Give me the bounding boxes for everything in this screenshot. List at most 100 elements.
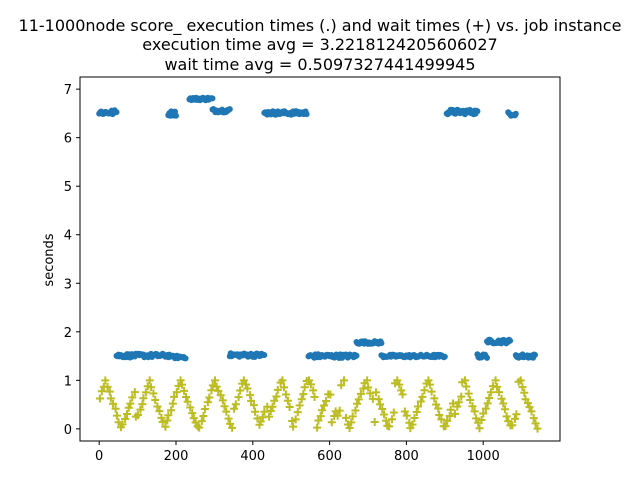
- wait-time-point: [313, 423, 322, 432]
- wait-time-point: [195, 423, 204, 432]
- wait-time-point: [176, 376, 185, 385]
- wait-time-point: [461, 376, 470, 385]
- wait-time-point: [130, 388, 139, 397]
- wait-time-point: [234, 393, 243, 402]
- wait-time-point: [230, 404, 239, 413]
- wait-time-point: [454, 398, 463, 407]
- wait-time-point: [180, 386, 189, 395]
- wait-time-point: [214, 386, 223, 395]
- wait-time-point: [402, 411, 411, 420]
- wait-time-point: [481, 404, 490, 413]
- wait-time-point: [243, 384, 252, 393]
- wait-time-point: [398, 390, 407, 399]
- wait-time-point: [265, 412, 274, 421]
- y-tick-label: 1: [64, 374, 72, 389]
- wait-time-point: [337, 381, 346, 390]
- wait-time-point: [449, 399, 458, 408]
- wait-time-point: [186, 403, 195, 412]
- wait-time-point: [525, 403, 534, 412]
- wait-time-point: [212, 382, 221, 391]
- wait-time-point: [412, 408, 421, 417]
- y-tick-label: 3: [64, 277, 72, 292]
- wait-time-point: [475, 424, 484, 433]
- y-tick-label: 5: [64, 180, 72, 195]
- execution-time-point: [182, 355, 189, 362]
- wait-time-point: [145, 376, 154, 385]
- wait-time-point: [491, 376, 500, 385]
- wait-time-point: [493, 382, 502, 391]
- wait-time-point: [309, 386, 318, 395]
- wait-time-point: [270, 396, 279, 405]
- wait-time-point: [293, 408, 302, 417]
- y-tick-label: 4: [64, 229, 72, 244]
- wait-time-point: [339, 376, 348, 385]
- wait-time-point: [348, 412, 357, 421]
- wait-time-point: [123, 410, 132, 419]
- execution-time-point: [261, 352, 268, 358]
- wait-time-point: [468, 402, 477, 411]
- wait-time-point: [495, 388, 504, 397]
- wait-time-point: [281, 390, 290, 399]
- chart-title-line-3: wait time avg = 0.5097327441499945: [164, 55, 475, 74]
- wait-time-point: [304, 376, 313, 385]
- wait-time-point: [533, 424, 542, 433]
- wait-time-point: [208, 381, 217, 390]
- wait-time-point: [531, 419, 540, 428]
- wait-time-point: [273, 385, 282, 394]
- x-tick-label: 800: [394, 449, 419, 464]
- wait-time-point: [246, 391, 255, 400]
- wait-time-point: [283, 396, 292, 405]
- wait-time-point: [172, 388, 181, 397]
- y-tick-label: 6: [64, 132, 72, 147]
- wait-time-point: [370, 417, 379, 426]
- execution-time-point: [507, 337, 514, 344]
- wait-time-point: [516, 376, 525, 385]
- wait-time-point: [197, 417, 206, 426]
- wait-time-point: [397, 386, 406, 395]
- execution-time-point: [512, 110, 519, 117]
- wait-time-point: [443, 416, 452, 425]
- wait-time-point: [393, 376, 402, 385]
- wait-time-point: [502, 412, 511, 421]
- wait-time-point: [97, 387, 106, 396]
- y-tick-label: 0: [64, 423, 72, 438]
- wait-time-point: [278, 376, 287, 385]
- wait-time-point: [118, 420, 127, 429]
- wait-time-point: [151, 395, 160, 404]
- wait-time-point: [335, 406, 344, 415]
- wait-time-point: [319, 401, 328, 410]
- wait-time-point: [168, 399, 177, 408]
- wait-time-point: [508, 421, 517, 430]
- wait-time-point: [247, 396, 256, 405]
- wait-time-point: [170, 392, 179, 401]
- wait-time-point: [268, 402, 277, 411]
- wait-time-point: [167, 406, 176, 415]
- chart-title-line-2: execution time avg = 3.2218124205606027: [142, 35, 497, 54]
- wait-time-point: [141, 388, 150, 397]
- wait-time-point: [464, 389, 473, 398]
- wait-time-point: [347, 418, 356, 427]
- wait-time-point: [342, 413, 351, 422]
- execution-time-point: [209, 95, 216, 102]
- wait-time-point: [441, 422, 450, 431]
- wait-time-point: [351, 406, 360, 415]
- y-tick-label: 2: [64, 326, 72, 341]
- wait-time-point: [327, 418, 336, 427]
- wait-time-point: [382, 416, 391, 425]
- chart-title-line-1: 11-1000node score_ execution times (.) a…: [19, 16, 622, 36]
- wait-time-point: [241, 380, 250, 389]
- wait-time-point: [285, 403, 294, 412]
- wait-time-point: [205, 393, 214, 402]
- wait-time-point: [374, 395, 383, 404]
- wait-time-point: [306, 380, 315, 389]
- wait-time-point: [231, 400, 240, 409]
- wait-time-point: [520, 388, 529, 397]
- wait-time-point: [511, 414, 520, 423]
- wait-time-point: [395, 380, 404, 389]
- wait-time-point: [112, 411, 121, 420]
- wait-time-point: [485, 393, 494, 402]
- wait-time-point: [314, 416, 323, 425]
- x-tick-label: 200: [164, 449, 189, 464]
- wait-time-point: [446, 405, 455, 414]
